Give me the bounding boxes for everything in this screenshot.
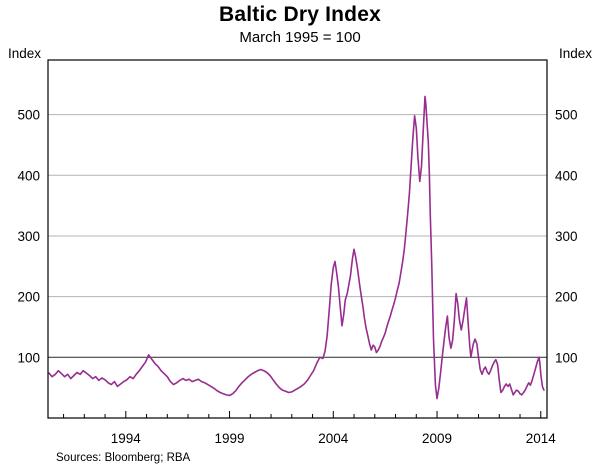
chart-title: Baltic Dry Index	[219, 3, 381, 26]
x-tick-label-2014: 2014	[526, 431, 557, 446]
plot-frame	[47, 59, 548, 419]
y-tick-label-left-100: 100	[17, 350, 40, 365]
x-tick-label-2004: 2004	[318, 431, 349, 446]
x-tick-label-1999: 1999	[215, 431, 245, 446]
series-baltic-dry-index	[48, 95, 545, 400]
y-tick-label-right-500: 500	[555, 108, 578, 123]
chart-subtitle: March 1995 = 100	[239, 29, 361, 46]
y-tick-label-right-400: 400	[555, 168, 578, 183]
y-tick-label-right-100: 100	[555, 350, 578, 365]
y-tick-label-left-200: 200	[17, 290, 40, 305]
x-tick-label-2009: 2009	[422, 431, 452, 446]
right-axis-unit-label: Index	[558, 46, 592, 61]
y-tick-label-left-400: 400	[17, 168, 40, 183]
x-tick-label-1994: 1994	[111, 431, 142, 446]
source-note: Sources: Bloomberg; RBA	[56, 452, 191, 464]
y-tick-label-right-300: 300	[555, 229, 578, 244]
y-tick-label-right-200: 200	[555, 290, 578, 305]
y-tick-label-left-300: 300	[17, 229, 40, 244]
y-tick-label-left-500: 500	[17, 108, 40, 123]
left-axis-unit-label: Index	[8, 46, 42, 61]
